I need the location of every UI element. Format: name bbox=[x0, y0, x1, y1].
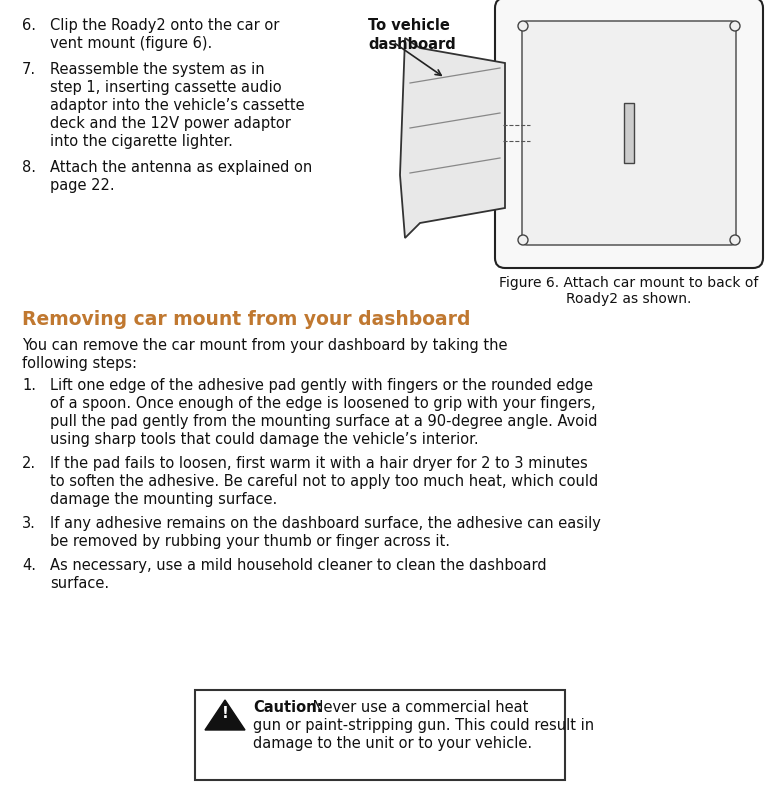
Text: pull the pad gently from the mounting surface at a 90-degree angle. Avoid: pull the pad gently from the mounting su… bbox=[50, 414, 598, 429]
Circle shape bbox=[518, 21, 528, 31]
Text: 7.: 7. bbox=[22, 62, 36, 77]
Text: following steps:: following steps: bbox=[22, 356, 137, 371]
Text: Clip the Roady2 onto the car or: Clip the Roady2 onto the car or bbox=[50, 18, 280, 33]
Text: 2.: 2. bbox=[22, 456, 36, 471]
Text: 6.: 6. bbox=[22, 18, 36, 33]
Text: vent mount (figure 6).: vent mount (figure 6). bbox=[50, 36, 213, 51]
Text: If any adhesive remains on the dashboard surface, the adhesive can easily: If any adhesive remains on the dashboard… bbox=[50, 516, 601, 531]
FancyBboxPatch shape bbox=[495, 0, 763, 268]
Text: step 1, inserting cassette audio: step 1, inserting cassette audio bbox=[50, 80, 282, 95]
Text: You can remove the car mount from your dashboard by taking the: You can remove the car mount from your d… bbox=[22, 338, 507, 353]
Text: If the pad fails to loosen, first warm it with a hair dryer for 2 to 3 minutes: If the pad fails to loosen, first warm i… bbox=[50, 456, 588, 471]
Text: deck and the 12V power adaptor: deck and the 12V power adaptor bbox=[50, 116, 291, 131]
Text: Never use a commercial heat: Never use a commercial heat bbox=[308, 700, 528, 715]
FancyBboxPatch shape bbox=[195, 690, 565, 780]
Text: adaptor into the vehicle’s cassette: adaptor into the vehicle’s cassette bbox=[50, 98, 305, 113]
Text: Reassemble the system as in: Reassemble the system as in bbox=[50, 62, 265, 77]
Text: Caution:: Caution: bbox=[253, 700, 323, 715]
Text: using sharp tools that could damage the vehicle’s interior.: using sharp tools that could damage the … bbox=[50, 432, 479, 447]
Text: 4.: 4. bbox=[22, 558, 36, 573]
Text: of a spoon. Once enough of the edge is loosened to grip with your fingers,: of a spoon. Once enough of the edge is l… bbox=[50, 396, 596, 411]
Text: be removed by rubbing your thumb or finger across it.: be removed by rubbing your thumb or fing… bbox=[50, 534, 450, 549]
FancyBboxPatch shape bbox=[522, 21, 736, 245]
Circle shape bbox=[518, 235, 528, 245]
Text: Roady2 as shown.: Roady2 as shown. bbox=[566, 292, 691, 306]
Polygon shape bbox=[400, 38, 505, 238]
Text: !: ! bbox=[222, 706, 229, 721]
Text: To vehicle
dashboard: To vehicle dashboard bbox=[368, 18, 456, 52]
Text: Removing car mount from your dashboard: Removing car mount from your dashboard bbox=[22, 310, 470, 329]
Text: page 22.: page 22. bbox=[50, 178, 115, 193]
Text: into the cigarette lighter.: into the cigarette lighter. bbox=[50, 134, 233, 149]
Text: 3.: 3. bbox=[22, 516, 36, 531]
Polygon shape bbox=[205, 700, 245, 730]
Text: Lift one edge of the adhesive pad gently with fingers or the rounded edge: Lift one edge of the adhesive pad gently… bbox=[50, 378, 593, 393]
Text: As necessary, use a mild household cleaner to clean the dashboard: As necessary, use a mild household clean… bbox=[50, 558, 547, 573]
Text: Figure 6. Attach car mount to back of: Figure 6. Attach car mount to back of bbox=[499, 276, 758, 290]
Circle shape bbox=[730, 235, 740, 245]
Circle shape bbox=[730, 21, 740, 31]
Text: gun or paint-stripping gun. This could result in: gun or paint-stripping gun. This could r… bbox=[253, 718, 594, 733]
Text: damage the mounting surface.: damage the mounting surface. bbox=[50, 492, 277, 507]
Text: surface.: surface. bbox=[50, 576, 109, 591]
Text: damage to the unit or to your vehicle.: damage to the unit or to your vehicle. bbox=[253, 736, 532, 751]
Text: 1.: 1. bbox=[22, 378, 36, 393]
Text: Attach the antenna as explained on: Attach the antenna as explained on bbox=[50, 160, 313, 175]
FancyBboxPatch shape bbox=[624, 103, 634, 163]
Text: to soften the adhesive. Be careful not to apply too much heat, which could: to soften the adhesive. Be careful not t… bbox=[50, 474, 598, 489]
Text: 8.: 8. bbox=[22, 160, 36, 175]
